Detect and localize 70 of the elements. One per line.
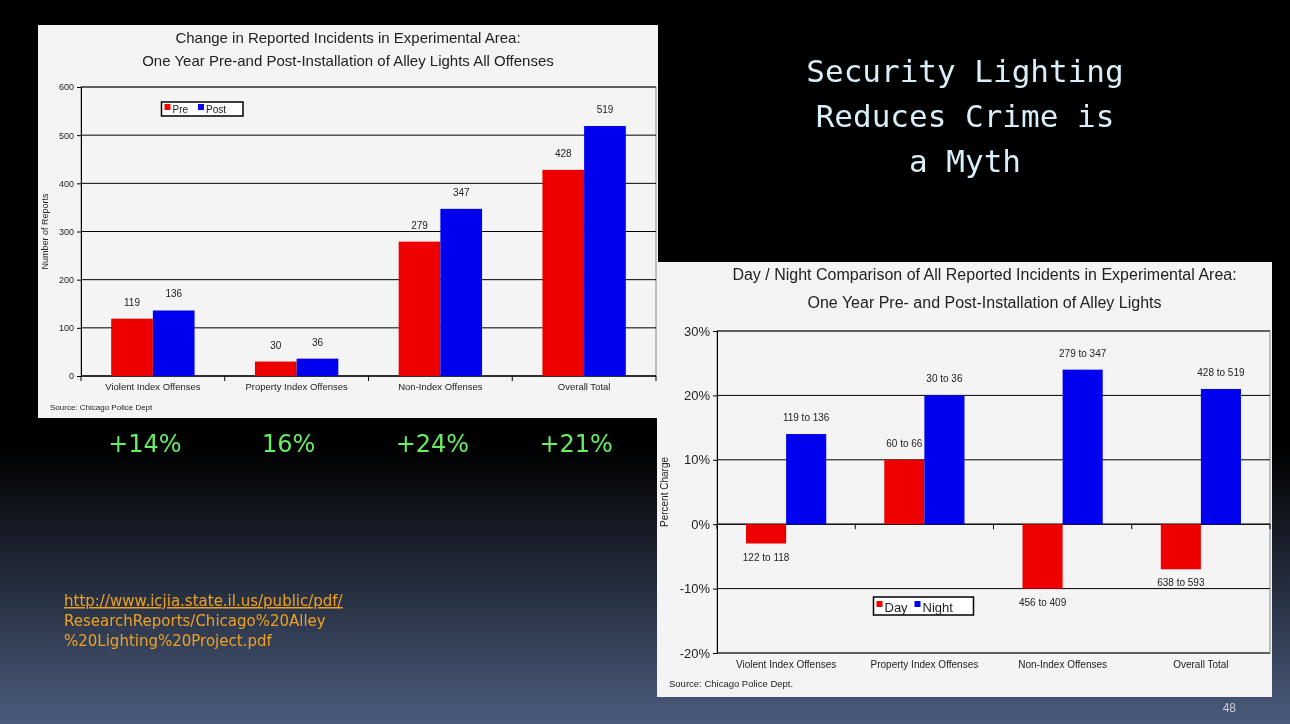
legend-label: Day — [884, 600, 909, 615]
x-tick-label: Overall Total — [1173, 659, 1229, 670]
text: 16% — [261, 430, 316, 458]
y-axis-title: Percent Charge — [659, 456, 670, 528]
bar — [746, 524, 787, 544]
chart-title: Change in Reported Incidents in Experimental Area: One Year Pre-and Post-Installation of Alley Lights All Offenses — [142, 29, 554, 69]
data-label: 519 — [596, 104, 614, 116]
bar — [884, 459, 925, 525]
y-tick-label: 500 — [58, 130, 74, 141]
x-tick-label: Violent Index Offenses — [105, 381, 201, 393]
text: http://www.icjia.state.il.us/public/pdf/ ResearchReports/Chicago%20Alley %20Lighting%20Project.pdf — [64, 592, 344, 650]
y-tick-label: 400 — [58, 178, 74, 189]
chart-title: Day / Night Comparison of All Reported Incidents in Experimental Area: One Year Pre- and Post-Installation of Alley Lights — [732, 266, 1237, 311]
y-tick-label: 300 — [58, 226, 74, 237]
data-label: 30 — [270, 339, 282, 351]
x-tick-label: Property Index Offenses — [245, 381, 348, 393]
bar — [786, 434, 827, 525]
legend-label: Pre — [172, 104, 189, 115]
y-tick-label: 600 — [58, 82, 74, 93]
annotation: 456 to 409 — [1018, 596, 1067, 608]
x-tick-label: Non-Index Offenses — [1018, 659, 1108, 670]
y-axis-title: Number of Reports — [40, 192, 50, 270]
bar — [440, 208, 483, 376]
y-tick-label: 0 — [68, 371, 74, 382]
y-tick-label: -10% — [679, 581, 711, 597]
y-tick-label: 0% — [691, 516, 711, 532]
text: 48 — [1222, 701, 1237, 715]
bar — [296, 358, 339, 376]
data-label: 347 — [452, 186, 470, 198]
bar — [1160, 524, 1201, 570]
bar — [584, 126, 626, 376]
bar — [542, 169, 585, 376]
text: +14% — [108, 430, 182, 458]
annotation: 279 to 347 — [1059, 347, 1107, 359]
bar — [924, 395, 965, 525]
text: +21% — [539, 430, 613, 458]
legend-label: Post — [206, 104, 227, 115]
annotation: 60 to 66 — [886, 437, 923, 449]
y-tick-label: 200 — [58, 275, 74, 286]
x-tick-label: Non-Index Offenses — [398, 381, 483, 393]
annotation: 122 to 118 — [742, 551, 790, 563]
bar — [1200, 388, 1241, 525]
y-tick-label: 100 — [58, 323, 74, 334]
annotation: 30 to 36 — [926, 373, 963, 385]
bar — [111, 318, 153, 376]
y-tick-label: -20% — [679, 645, 711, 661]
y-tick-label: 20% — [683, 388, 711, 404]
bar — [152, 310, 195, 376]
bar — [1022, 524, 1063, 589]
y-tick-label: 10% — [683, 452, 711, 468]
x-tick-label: Overall Total — [557, 381, 611, 393]
annotation: 638 to 593 — [1157, 577, 1205, 589]
legend-label: Night — [922, 600, 954, 615]
annotation: 428 to 519 — [1197, 366, 1245, 378]
y-tick-label: 30% — [683, 323, 711, 339]
annotation: 119 to 136 — [782, 412, 830, 424]
bar — [398, 241, 441, 376]
data-label: 428 — [554, 147, 573, 159]
data-label: 136 — [165, 288, 183, 300]
data-label: 119 — [124, 296, 141, 308]
data-label: 36 — [311, 336, 324, 348]
text: Security Lighting Reduces Crime is a Myth — [806, 53, 1124, 179]
bar — [1062, 369, 1103, 525]
data-label: 279 — [411, 219, 429, 231]
x-tick-label: Property Index Offenses — [870, 659, 979, 670]
x-tick-label: Violent Index Offenses — [735, 659, 837, 670]
text: +24% — [395, 430, 470, 458]
bar — [254, 361, 297, 376]
source-note: Source: Chicago Police Dept. — [669, 678, 794, 689]
source-note: Source: Chicago Police Dept — [50, 403, 154, 412]
